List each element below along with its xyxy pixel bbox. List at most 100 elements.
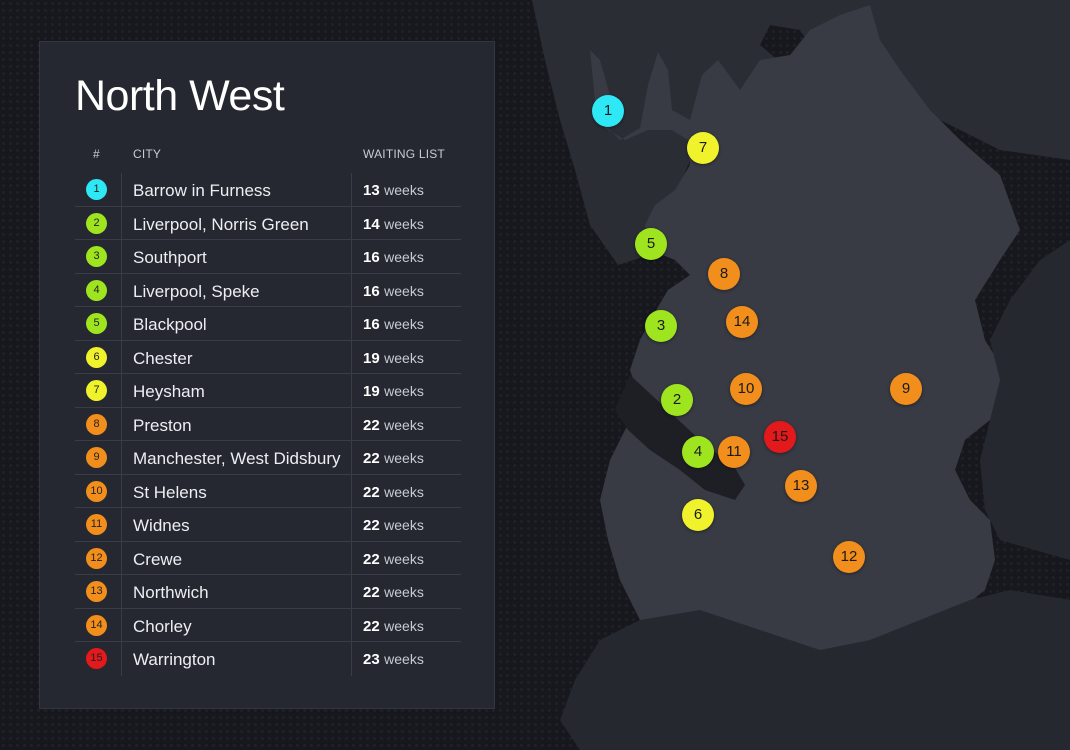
table-row: 15 Warrington 23 weeks — [75, 642, 461, 676]
waiting-time: 22 weeks — [363, 584, 424, 602]
waiting-weeks: 16 — [363, 316, 380, 333]
map-marker[interactable]: 8 — [708, 258, 740, 290]
waiting-unit: weeks — [384, 282, 424, 299]
map-marker[interactable]: 7 — [687, 132, 719, 164]
city-name: Crewe — [133, 549, 183, 569]
rank-badge: 13 — [86, 581, 107, 602]
rank-badge: 15 — [86, 648, 107, 669]
waiting-unit: weeks — [384, 483, 424, 500]
table-row: 14 Chorley 22 weeks — [75, 609, 461, 642]
panel-title: North West — [75, 72, 285, 120]
waiting-time: 22 weeks — [363, 484, 424, 502]
waiting-time: 19 weeks — [363, 350, 424, 368]
waiting-unit: weeks — [384, 316, 424, 332]
table-row: 4 Liverpool, Speke 16 weeks — [75, 274, 461, 307]
table-row: 8 Preston 22 weeks — [75, 408, 461, 441]
map-marker[interactable]: 5 — [635, 228, 667, 260]
city-name: Warrington — [133, 650, 216, 669]
rank-badge: 11 — [86, 514, 107, 535]
map-marker[interactable]: 9 — [890, 373, 922, 405]
map-marker[interactable]: 2 — [661, 384, 693, 416]
waiting-weeks: 19 — [363, 383, 380, 400]
map-marker[interactable]: 6 — [682, 499, 714, 531]
map-marker[interactable]: 14 — [726, 306, 758, 338]
waiting-weeks: 16 — [363, 249, 380, 266]
waiting-time: 22 weeks — [363, 551, 424, 569]
city-name: St Helens — [133, 482, 207, 502]
table-row: 7 Heysham 19 weeks — [75, 374, 461, 408]
waiting-weeks: 22 — [363, 416, 380, 434]
table-row: 11 Widnes 22 weeks — [75, 508, 461, 542]
table-row: 5 Blackpool 16 weeks — [75, 307, 461, 341]
waiting-unit: weeks — [384, 517, 424, 533]
rank-badge: 4 — [86, 279, 107, 301]
city-name: Barrow in Furness — [133, 181, 271, 200]
table-row: 12 Crewe 22 weeks — [75, 542, 461, 575]
waiting-weeks: 22 — [363, 617, 380, 635]
map-marker[interactable]: 1 — [592, 95, 624, 127]
map-marker[interactable]: 11 — [718, 436, 750, 468]
map-marker[interactable]: 10 — [730, 373, 762, 405]
table-row: 3 Southport 16 weeks — [75, 240, 461, 274]
waiting-weeks: 22 — [363, 584, 380, 601]
waiting-list-table: # City Waiting list 1 Barrow in Furness 13… — [75, 137, 461, 676]
rank-badge: 7 — [86, 380, 107, 401]
waiting-weeks: 16 — [363, 282, 380, 300]
city-name: Northwich — [133, 583, 209, 602]
city-name: Liverpool, Speke — [133, 281, 260, 301]
map-marker[interactable]: 15 — [764, 421, 796, 453]
waiting-weeks: 14 — [363, 215, 380, 233]
waiting-unit: weeks — [384, 215, 424, 232]
waiting-unit: weeks — [384, 249, 424, 265]
map-marker[interactable]: 4 — [682, 436, 714, 468]
column-divider — [351, 173, 352, 676]
waiting-weeks: 22 — [363, 550, 380, 568]
map-marker[interactable]: 12 — [833, 541, 865, 573]
waiting-weeks: 22 — [363, 483, 380, 501]
waiting-time: 13 weeks — [363, 182, 424, 200]
waiting-unit: weeks — [384, 550, 424, 567]
city-name: Manchester, West Didsbury — [133, 449, 341, 468]
rank-badge: 8 — [86, 413, 107, 435]
land-east — [980, 240, 1070, 560]
city-name: Southport — [133, 248, 207, 267]
rank-badge: 3 — [86, 246, 107, 267]
table-row: 6 Chester 19 weeks — [75, 341, 461, 374]
waiting-weeks: 22 — [363, 450, 380, 467]
rank-badge: 1 — [86, 179, 107, 200]
info-panel: North West # City Waiting list 1 Barrow i… — [39, 41, 495, 709]
waiting-unit: weeks — [384, 450, 424, 466]
waiting-time: 16 weeks — [363, 316, 424, 334]
waiting-time: 16 weeks — [363, 283, 424, 301]
waiting-unit: weeks — [384, 182, 424, 198]
city-name: Chorley — [133, 616, 192, 636]
city-name: Heysham — [133, 382, 205, 401]
waiting-unit: weeks — [384, 416, 424, 433]
waiting-time: 14 weeks — [363, 216, 424, 234]
city-name: Chester — [133, 348, 193, 368]
table-row: 10 St Helens 22 weeks — [75, 475, 461, 508]
map-marker[interactable]: 13 — [785, 470, 817, 502]
waiting-weeks: 19 — [363, 349, 380, 367]
header-city: City — [133, 147, 162, 161]
header-waiting-list: Waiting list — [363, 147, 445, 161]
city-name: Liverpool, Norris Green — [133, 214, 309, 234]
waiting-unit: weeks — [384, 651, 424, 667]
city-name: Preston — [133, 415, 192, 435]
waiting-time: 22 weeks — [363, 618, 424, 636]
waiting-time: 19 weeks — [363, 383, 424, 401]
map-marker[interactable]: 3 — [645, 310, 677, 342]
rank-badge: 10 — [86, 480, 107, 502]
waiting-time: 16 weeks — [363, 249, 424, 267]
waiting-weeks: 22 — [363, 517, 380, 534]
rank-badge: 9 — [86, 447, 107, 468]
rank-badge: 5 — [86, 313, 107, 334]
estuary — [615, 375, 745, 500]
waiting-unit: weeks — [384, 349, 424, 366]
rank-badge: 2 — [86, 212, 107, 234]
rank-badge: 6 — [86, 346, 107, 368]
land-north — [532, 0, 1070, 265]
land-main — [590, 5, 1020, 750]
table-row: 2 Liverpool, Norris Green 14 weeks — [75, 207, 461, 240]
waiting-weeks: 13 — [363, 182, 380, 199]
